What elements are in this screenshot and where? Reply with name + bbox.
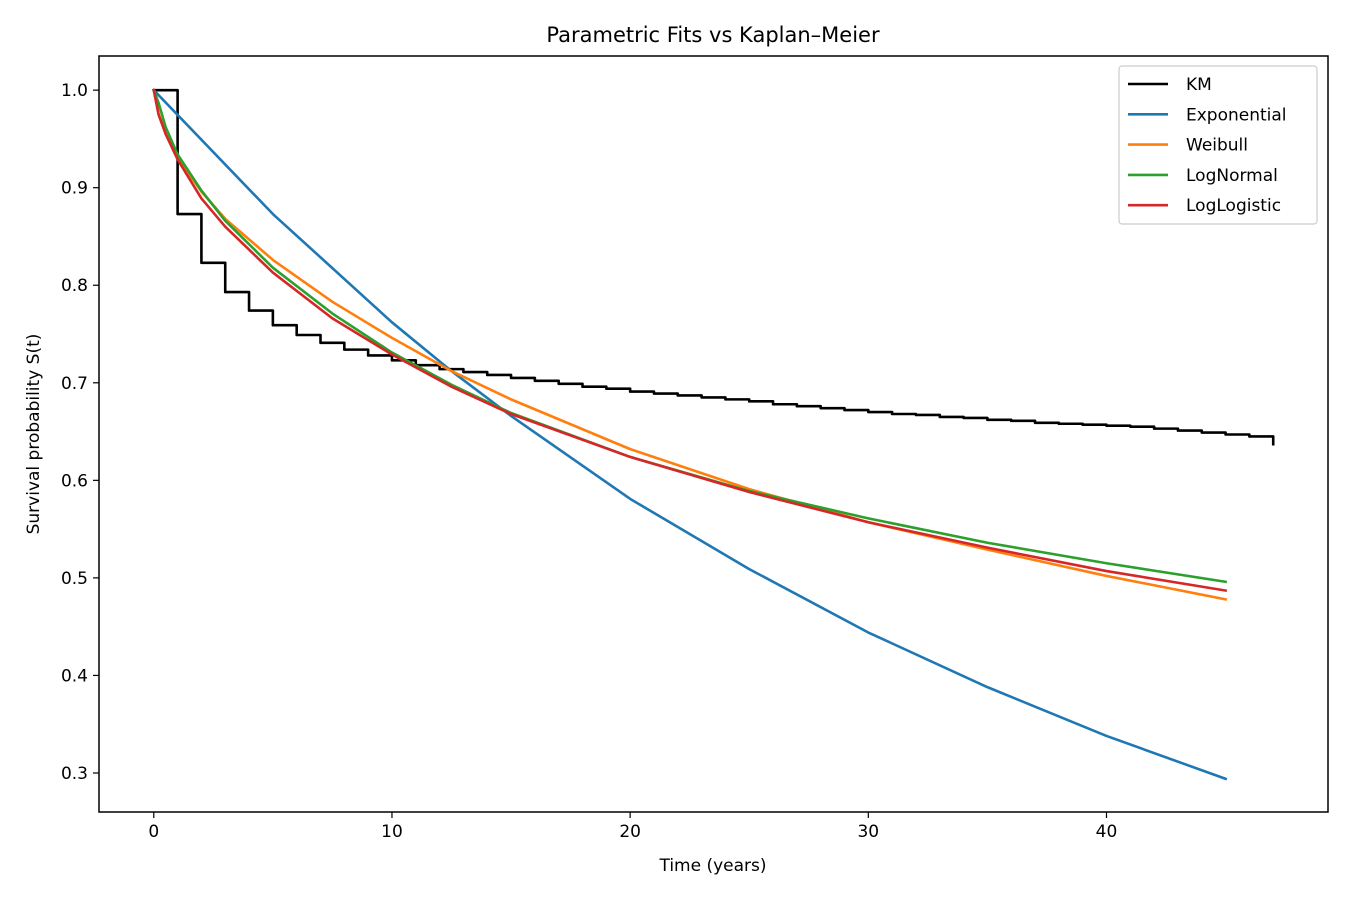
x-axis-label: Time (years) [658, 856, 766, 876]
series-line-lognormal [152, 88, 1228, 584]
y-axis-label: Survival probability S(t) [24, 334, 44, 535]
plot-frame [98, 55, 1329, 813]
legend-label-km: KM [1186, 75, 1212, 95]
y-tick-label: 0.3 [61, 764, 88, 784]
y-tick-label: 0.5 [61, 569, 88, 589]
y-tick-label: 0.9 [61, 179, 88, 199]
y-tick-label: 0.7 [61, 374, 88, 394]
series-layer [151, 88, 1275, 781]
legend-box [1118, 65, 1318, 225]
series-line-loglogistic [152, 88, 1228, 593]
legend-label-loglogistic: LogLogistic [1186, 196, 1281, 216]
y-tick-label: 1.0 [61, 81, 88, 101]
y-tick-label: 0.4 [61, 666, 88, 686]
x-tick-label: 40 [1096, 822, 1118, 842]
legend-label-exponential: Exponential [1186, 105, 1287, 125]
legend-label-weibull: Weibull [1186, 136, 1248, 156]
chart-title: Parametric Fits vs Kaplan–Meier [546, 23, 880, 47]
series-line-km [152, 88, 1275, 446]
legend-label-lognormal: LogNormal [1186, 166, 1278, 186]
series-line-weibull [152, 88, 1228, 601]
y-tick-label: 0.8 [61, 276, 88, 296]
x-tick-label: 30 [857, 822, 879, 842]
series-line-exponential [151, 88, 1228, 781]
x-tick-label: 20 [619, 822, 641, 842]
x-tick-label: 10 [381, 822, 403, 842]
axes-layer: 0 10 20 30 40 0.3 0.4 0.5 0.6 0.7 0.8 0.9 1.0 [61, 81, 1117, 842]
y-tick-label: 0.6 [61, 471, 88, 491]
legend: KM Exponential Weibull LogNormal LogLogistic [1118, 65, 1318, 225]
x-tick-label: 0 [148, 822, 159, 842]
